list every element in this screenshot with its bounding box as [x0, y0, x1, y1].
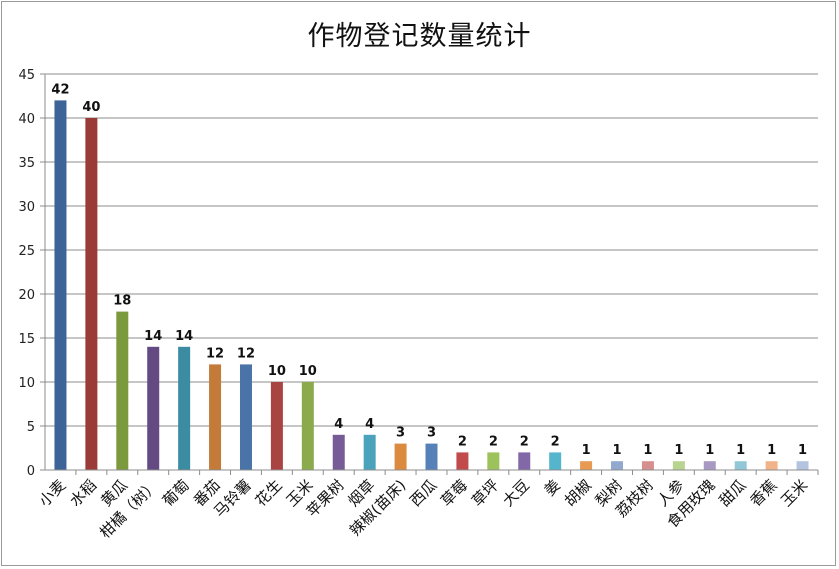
data-label: 14 — [144, 329, 162, 344]
bar — [456, 452, 469, 470]
bar — [518, 452, 531, 470]
bar — [85, 118, 98, 470]
bar — [425, 443, 438, 470]
data-label: 3 — [427, 426, 436, 441]
data-label: 1 — [643, 443, 652, 458]
data-label: 1 — [767, 443, 776, 458]
bar — [703, 461, 716, 470]
y-tick-label: 30 — [18, 200, 35, 215]
data-label: 3 — [396, 426, 405, 441]
bar — [116, 311, 129, 470]
data-label: 12 — [206, 346, 224, 361]
y-tick-label: 20 — [18, 288, 35, 303]
data-label: 4 — [334, 417, 343, 432]
y-tick-label: 40 — [18, 112, 35, 127]
data-label: 40 — [82, 100, 100, 115]
x-tick-label: 大豆 — [499, 476, 533, 510]
y-tick-label: 35 — [18, 156, 35, 171]
data-label: 1 — [582, 443, 591, 458]
data-label: 10 — [299, 364, 317, 379]
data-label: 2 — [520, 434, 529, 449]
data-label: 14 — [175, 329, 193, 344]
data-label: 1 — [798, 443, 807, 458]
data-label: 12 — [237, 346, 255, 361]
bar — [178, 346, 191, 470]
bar — [270, 382, 283, 470]
bar — [332, 434, 345, 470]
y-tick-label: 5 — [27, 420, 35, 435]
x-tick-label: 草莓 — [437, 476, 471, 510]
bar — [239, 364, 252, 470]
bar — [147, 346, 160, 470]
data-label: 1 — [612, 443, 621, 458]
bar — [394, 443, 407, 470]
x-tick-label: 草坪 — [468, 476, 502, 510]
bar — [363, 434, 376, 470]
x-axis: 小麦水稻黄瓜柑橘（树）葡萄番茄马铃薯花生玉米苹果树烟草辣椒(苗床)西瓜草莓草坪大… — [35, 469, 819, 542]
data-label: 1 — [736, 443, 745, 458]
chart-title: 作物登记数量统计 — [307, 21, 532, 52]
bar — [611, 461, 624, 470]
x-tick-label: 小麦 — [35, 476, 69, 510]
bar — [580, 461, 593, 470]
y-tick-label: 0 — [27, 464, 35, 479]
data-label: 2 — [551, 434, 560, 449]
x-tick-label: 柑橘（树） — [96, 476, 162, 542]
bar — [734, 461, 747, 470]
x-tick-label: 西瓜 — [406, 476, 440, 510]
data-label: 1 — [674, 443, 683, 458]
data-label: 4 — [365, 417, 374, 432]
x-tick-label: 胡椒 — [561, 476, 595, 510]
y-tick-label: 45 — [18, 68, 35, 83]
x-tick-label: 甜瓜 — [716, 476, 750, 510]
x-tick-label: 香蕉 — [746, 476, 780, 510]
bar — [672, 461, 685, 470]
y-tick-label: 25 — [18, 244, 35, 259]
data-label: 18 — [113, 294, 131, 309]
bar — [641, 461, 654, 470]
bars — [54, 100, 809, 471]
data-label: 42 — [51, 82, 69, 97]
data-labels: 42 40 18 14 14 12 12 10 10 4 4 3 3 2 2 2 2 1 1 1 1 1 1 1 1 — [51, 82, 807, 458]
data-label: 2 — [458, 434, 467, 449]
data-label: 1 — [705, 443, 714, 458]
data-label: 10 — [268, 364, 286, 379]
gridlines — [45, 73, 818, 427]
x-tick-label: 花生 — [252, 476, 286, 510]
x-tick-label: 葡萄 — [159, 476, 193, 510]
x-tick-label: 玉米 — [777, 476, 811, 510]
y-tick-label: 15 — [18, 332, 35, 347]
bar — [54, 100, 67, 471]
bar — [796, 461, 809, 470]
bar — [209, 364, 222, 470]
bar — [487, 452, 500, 470]
x-tick-label: 姜 — [541, 476, 564, 499]
bar — [765, 461, 778, 470]
data-label: 2 — [489, 434, 498, 449]
bar — [301, 382, 314, 470]
x-tick-label: 水稻 — [66, 476, 100, 510]
y-axis: 0 5 10 15 20 25 30 35 40 45 — [18, 68, 46, 479]
bar — [549, 452, 562, 470]
y-tick-label: 10 — [18, 376, 35, 391]
